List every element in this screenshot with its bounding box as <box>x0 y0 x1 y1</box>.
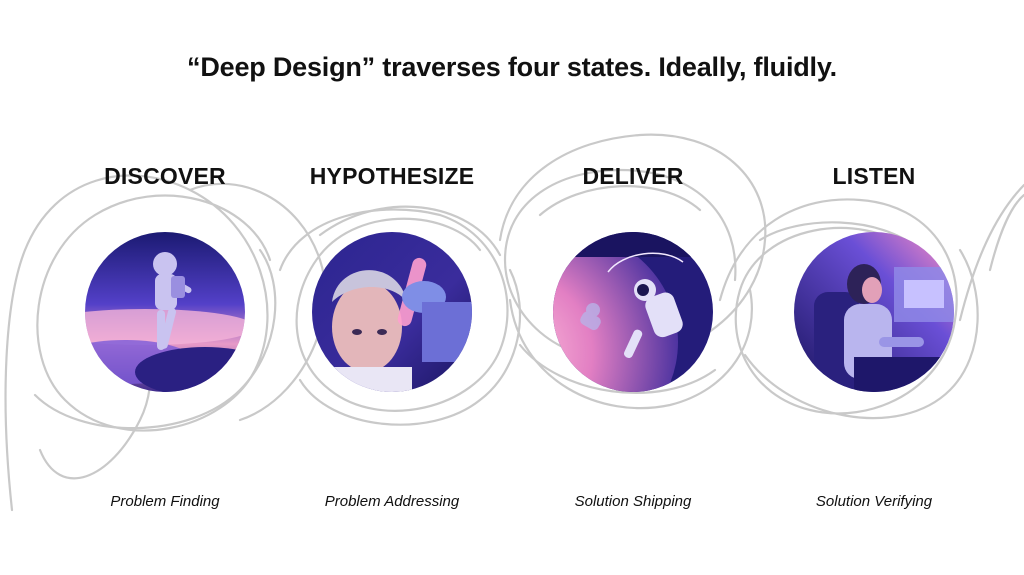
person-at-monitors-illustration <box>794 232 954 392</box>
stage-deliver: DELIVER <box>523 160 743 510</box>
stage-hypothesize: HYPOTHESIZE Probl <box>282 160 502 510</box>
stage-title-listen: LISTEN <box>832 163 916 189</box>
slide-title: “Deep Design” traverses four states. Ide… <box>187 52 837 82</box>
stage-title-deliver: DELIVER <box>582 163 684 189</box>
stage-subtitle-hypothesize: Problem Addressing <box>324 493 460 510</box>
stage-listen: LISTEN Solution V <box>764 160 984 510</box>
astronaut-walking-illustration <box>85 232 245 392</box>
stage-subtitle-discover: Problem Finding <box>110 493 220 510</box>
stage-subtitle-deliver: Solution Shipping <box>574 493 692 510</box>
astronauts-spacewalk-illustration <box>553 232 713 392</box>
stage-title-hypothesize: HYPOTHESIZE <box>309 163 475 189</box>
stage-title-discover: DISCOVER <box>104 163 226 189</box>
scientist-test-tube-illustration <box>312 232 472 392</box>
stage-discover: DISCOVER <box>55 160 275 510</box>
stage-subtitle-listen: Solution Verifying <box>815 493 933 510</box>
